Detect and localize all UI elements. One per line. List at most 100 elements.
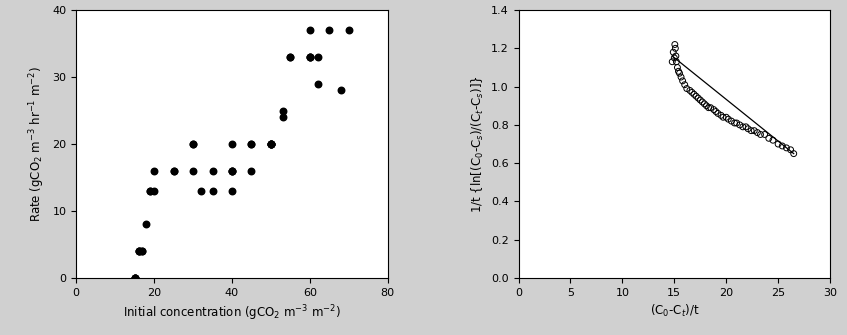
Point [667,55,681,61]
Point [186,141,200,147]
Point [671,65,684,70]
Point [264,141,278,147]
Point [225,168,239,174]
Point [680,86,694,91]
Point [684,88,697,93]
Point [736,124,750,130]
Point [676,78,689,83]
Y-axis label: 1/t {ln[(C$_0$-C$_s$)/(C$_t$-C$_s$)]}: 1/t {ln[(C$_0$-C$_s$)/(C$_t$-C$_s$)]} [469,75,485,213]
Point [225,168,239,174]
Point [698,101,711,107]
Point [128,275,141,281]
Point [276,115,290,120]
Point [143,188,157,194]
Point [186,141,200,147]
Point [758,132,772,137]
Point [674,74,688,80]
Point [787,151,800,156]
Point [780,145,794,150]
Point [783,147,797,152]
Point [667,50,680,55]
Point [245,141,258,147]
Point [730,120,744,126]
Point [741,126,755,131]
Point [342,27,356,33]
Point [128,275,141,281]
Point [687,91,700,97]
Point [132,249,146,254]
Point [709,109,722,114]
Point [132,249,146,254]
Point [719,115,733,120]
Point [323,27,336,33]
Y-axis label: Rate (gCO$_2$ m$^{-3}$ hr$^{-1}$ m$^{-2}$): Rate (gCO$_2$ m$^{-3}$ hr$^{-1}$ m$^{-2}… [27,66,47,222]
Point [311,54,324,60]
Point [140,222,153,227]
Point [694,97,707,103]
Point [711,111,725,116]
Point [303,27,317,33]
Point [132,249,146,254]
Point [695,99,709,105]
Point [303,54,317,60]
Point [762,136,776,141]
Point [284,54,297,60]
Point [689,93,703,99]
Point [264,141,278,147]
Point [750,130,764,135]
Point [733,122,746,128]
Point [136,249,149,254]
Point [335,88,348,93]
Point [147,168,161,174]
Point [245,168,258,174]
Point [704,105,717,110]
Point [745,128,758,133]
Point [673,71,686,76]
X-axis label: Initial concentration (gCO$_2$ m$^{-3}$ m$^{-2}$): Initial concentration (gCO$_2$ m$^{-3}$ … [123,303,340,323]
Point [136,249,149,254]
Point [685,90,699,95]
Point [194,188,208,194]
Point [668,42,682,47]
Point [284,54,297,60]
Point [143,188,157,194]
Point [264,141,278,147]
Point [167,168,180,174]
Point [678,82,691,87]
Point [206,188,219,194]
Point [666,59,679,64]
Point [754,132,767,137]
Point [748,128,761,133]
Point [225,141,239,147]
Point [772,141,785,147]
Point [717,115,730,120]
Point [303,54,317,60]
Point [767,138,780,143]
Point [128,275,141,281]
Point [700,103,713,109]
Point [225,188,239,194]
Point [206,168,219,174]
X-axis label: (C$_0$-C$_t$)/t: (C$_0$-C$_t$)/t [650,303,699,320]
Point [707,107,721,112]
Point [669,53,683,59]
Point [728,120,741,126]
Point [311,81,324,86]
Point [225,168,239,174]
Point [691,95,705,101]
Point [245,141,258,147]
Point [776,143,789,149]
Point [303,54,317,60]
Point [725,118,739,124]
Point [668,46,682,51]
Point [167,168,180,174]
Point [702,105,716,110]
Point [128,275,141,281]
Point [672,69,685,74]
Point [739,124,753,130]
Point [147,188,161,194]
Point [264,141,278,147]
Point [264,141,278,147]
Point [276,108,290,113]
Point [714,113,728,118]
